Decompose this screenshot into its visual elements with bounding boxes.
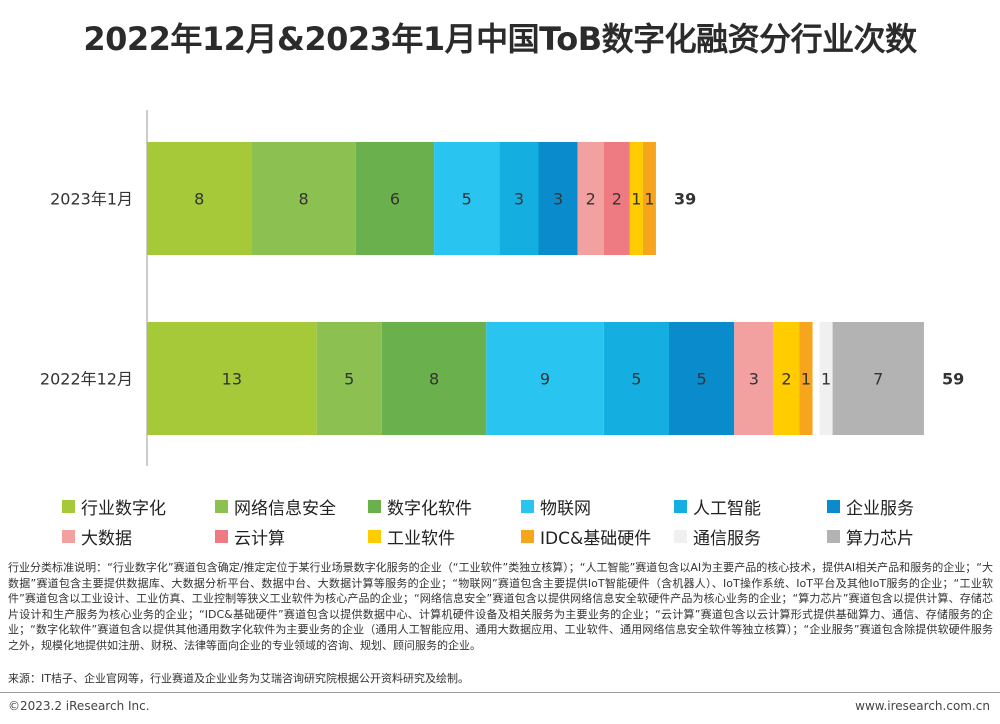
data-label: 2 [586, 190, 596, 209]
legend-swatch [521, 500, 534, 513]
bar-segment [355, 142, 435, 255]
category-label: 2023年1月 [50, 190, 133, 209]
data-label: 3 [514, 190, 524, 209]
data-label: 2 [612, 190, 622, 209]
data-label: 13 [222, 370, 242, 389]
data-label: 5 [462, 190, 472, 209]
data-label: 1 [644, 190, 654, 209]
bar-segment [799, 322, 813, 435]
legend-label: 人工智能 [693, 499, 761, 519]
bar-segment [773, 322, 800, 435]
total-label: 59 [942, 370, 964, 389]
data-label: 5 [631, 370, 641, 389]
legend-swatch [674, 530, 687, 543]
bar-segment [381, 322, 487, 435]
source-text: 来源：IT桔子、企业官网等，行业赛道及企业业务为艾瑞咨询研究院根据公开资料研究及… [8, 672, 469, 685]
data-label: 1 [631, 190, 641, 209]
bar-segment [603, 322, 669, 435]
footer-divider [0, 692, 1000, 693]
data-label: 2 [781, 370, 791, 389]
bar-segment [642, 142, 656, 255]
legend-swatch [827, 500, 840, 513]
bar-segment [434, 142, 500, 255]
legend-label: 通信服务 [693, 529, 761, 549]
legend-swatch [674, 500, 687, 513]
bar-segment [538, 142, 578, 255]
legend-label: 行业数字化 [81, 499, 166, 519]
legend-item: 网络信息安全 [215, 494, 336, 519]
legend-label: 工业软件 [387, 529, 455, 549]
bar-segment [577, 142, 604, 255]
legend-item: 企业服务 [827, 494, 914, 519]
legend-label: 网络信息安全 [234, 499, 336, 519]
footnote-text: 行业分类标准说明：“行业数字化”赛道包含确定/推定定位于某行业场景数字化服务的企… [8, 561, 993, 652]
legend-item: 数字化软件 [368, 494, 472, 519]
legend-item: 大数据 [62, 524, 132, 549]
bar-segment [499, 142, 539, 255]
data-label: 8 [194, 190, 204, 209]
legend-label: 企业服务 [846, 499, 914, 519]
bar-segment [251, 142, 356, 255]
legend-swatch [368, 500, 381, 513]
bar-segment [669, 322, 735, 435]
data-label: 6 [390, 190, 400, 209]
legend-item: 云计算 [215, 524, 285, 549]
data-label: 5 [697, 370, 707, 389]
copyright-text: ©2023.2 iResearch Inc. [8, 699, 150, 713]
data-label: 1 [801, 370, 811, 389]
legend-swatch [62, 500, 75, 513]
data-label: 7 [873, 370, 883, 389]
data-label: 1 [821, 370, 831, 389]
legend-swatch [215, 530, 228, 543]
legend-swatch [62, 530, 75, 543]
legend-label: 数字化软件 [387, 499, 472, 519]
bar-segment [147, 142, 252, 255]
legend-label: IDC&基础硬件 [540, 529, 652, 549]
bar-segment [819, 322, 833, 435]
bars-layer [147, 142, 924, 435]
bar-segment [734, 322, 774, 435]
legend-label: 云计算 [234, 529, 285, 549]
data-label: 3 [553, 190, 563, 209]
legend-swatch [215, 500, 228, 513]
website-link[interactable]: www.iresearch.com.cn [855, 699, 990, 713]
bar-segment [486, 322, 604, 435]
legend-item: 行业数字化 [62, 494, 166, 519]
legend-item: 人工智能 [674, 494, 761, 519]
total-label: 39 [674, 190, 696, 209]
legend-swatch [827, 530, 840, 543]
legend-label: 物联网 [540, 499, 591, 519]
legend-label: 算力芯片 [846, 529, 914, 549]
legend-item: IDC&基础硬件 [521, 524, 651, 549]
data-label: 8 [299, 190, 309, 209]
bar-segment [603, 142, 630, 255]
legend-item: 物联网 [521, 494, 591, 519]
bar-segment [629, 142, 643, 255]
legend-item: 工业软件 [368, 524, 455, 549]
data-label: 3 [749, 370, 759, 389]
legend-item: 算力芯片 [827, 524, 914, 549]
legend-label: 大数据 [81, 529, 132, 549]
data-label: 9 [540, 370, 550, 389]
bar-segment [316, 322, 382, 435]
data-label: 8 [429, 370, 439, 389]
category-label: 2022年12月 [40, 370, 133, 389]
legend-swatch [368, 530, 381, 543]
legend-item: 通信服务 [674, 524, 761, 549]
legend-swatch [521, 530, 534, 543]
data-label: 5 [344, 370, 354, 389]
chart-title: 2022年12月&2023年1月中国ToB数字化融资分行业次数 [83, 20, 917, 58]
bar-segment [147, 322, 317, 435]
bar-segment [832, 322, 924, 435]
